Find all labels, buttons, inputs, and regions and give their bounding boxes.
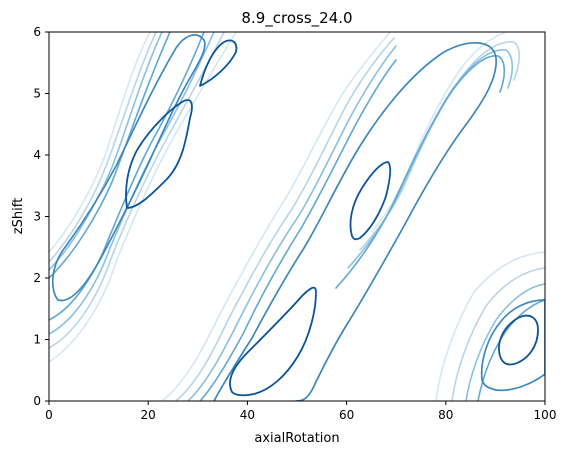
- contour-line-left-peak-inner: [125, 99, 193, 209]
- contour-line-center-ridge-level-5: [213, 41, 497, 401]
- y-tick-label: 1: [33, 333, 41, 347]
- y-tick-label: 5: [33, 87, 41, 101]
- contour-line-lower-right-level-3: [465, 283, 545, 401]
- x-tick-label: 0: [45, 408, 53, 422]
- contour-line-left-ridge-level-4: [49, 32, 171, 279]
- contour-line-lower-right-level-5: [480, 299, 545, 392]
- contour-line-lower-right-level-2: [451, 267, 545, 401]
- contour-line-left-ridge-level-1: [49, 32, 151, 253]
- contour-line-center-upper-peak-inner: [349, 161, 392, 241]
- chart-title: 8.9_cross_24.0: [241, 9, 352, 28]
- contour-line-center-ridge-level-4: [199, 59, 397, 401]
- contour-line-left-ridge-level-3: [49, 32, 163, 271]
- y-tick-label: 2: [33, 271, 41, 285]
- y-axis: 0 1 2 3 4 5 6: [33, 25, 49, 408]
- x-axis: 0 20 40 60 80 100: [45, 401, 556, 422]
- contour-line-left-ridge-level-5: [51, 34, 206, 302]
- contour-line-lower-right-level-1: [435, 251, 545, 401]
- x-tick-label: 20: [141, 408, 156, 422]
- x-tick-label: 100: [534, 408, 557, 422]
- contour-line-left-ridge-level-4b: [49, 32, 205, 321]
- y-tick-label: 0: [33, 394, 41, 408]
- contour-line-left-ridge-level-1b: [49, 32, 237, 363]
- contour-line-center-ridge-level-4b: [335, 55, 506, 289]
- contour-lines: [49, 32, 545, 401]
- x-tick-label: 80: [438, 408, 453, 422]
- contour-line-center-ridge-level-1b: [371, 32, 507, 233]
- contour-line-left-top-peak-inner: [199, 39, 238, 87]
- x-tick-label: 40: [240, 408, 255, 422]
- contour-line-lower-right-peak-inner: [498, 314, 539, 366]
- y-axis-label: zShift: [11, 198, 26, 234]
- contour-line-left-ridge-level-2b: [49, 32, 225, 349]
- contour-line-left-ridge-level-2: [49, 32, 157, 263]
- y-tick-label: 3: [33, 210, 41, 224]
- contour-line-center-ridge-level-1: [161, 32, 391, 401]
- contour-line-center-ridge-level-3: [187, 45, 397, 401]
- x-tick-label: 60: [339, 408, 354, 422]
- contour-line-center-ridge-level-2: [175, 37, 395, 401]
- contour-line-center-lower-peak-inner: [229, 286, 317, 397]
- y-tick-label: 6: [33, 25, 41, 39]
- y-tick-label: 4: [33, 148, 41, 162]
- x-axis-label: axialRotation: [254, 431, 339, 446]
